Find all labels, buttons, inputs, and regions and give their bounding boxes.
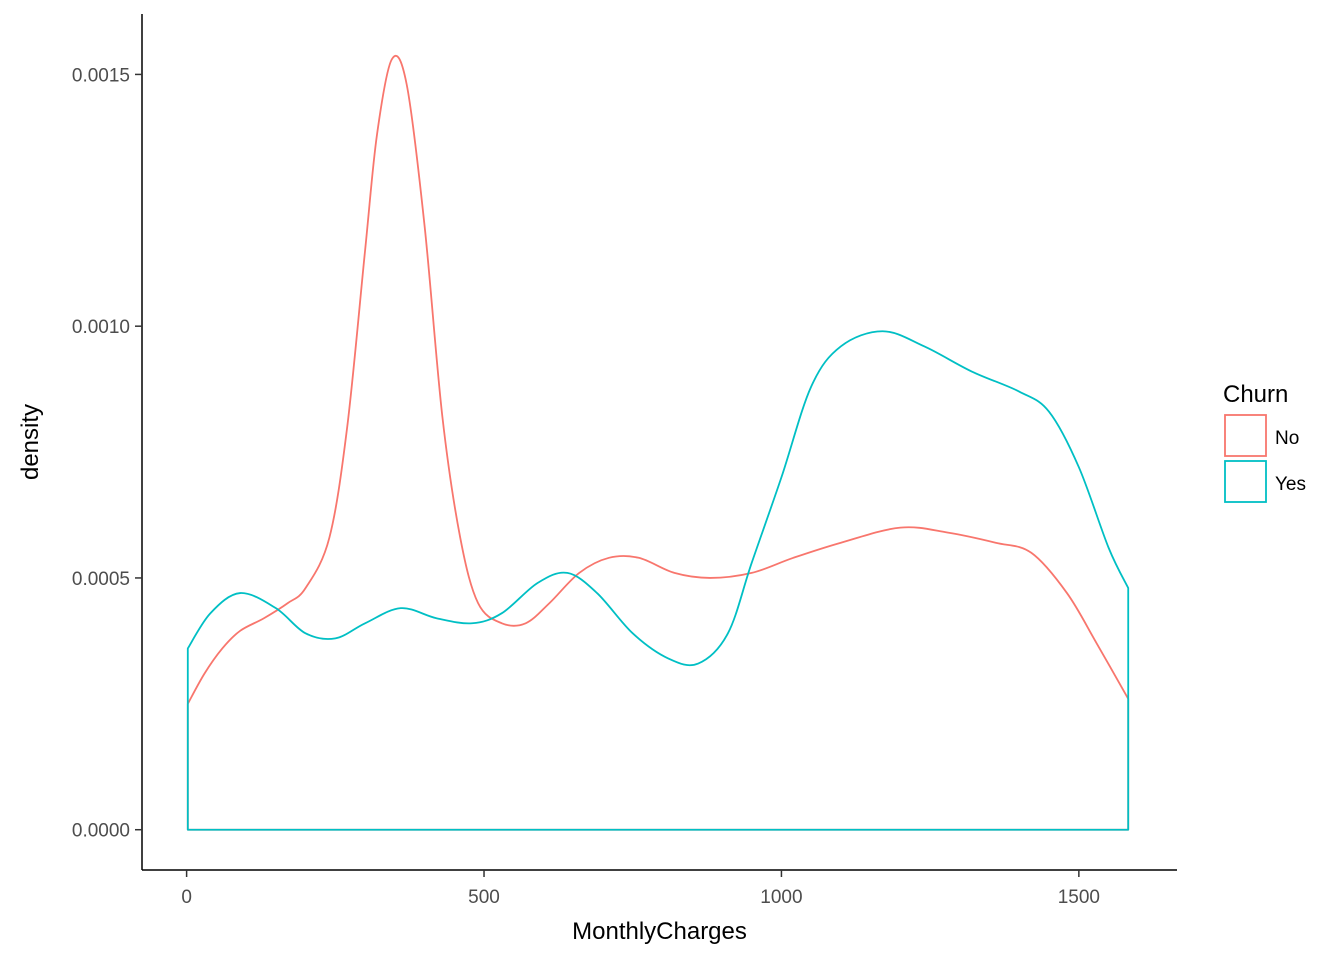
legend: Churn No Yes (1223, 381, 1306, 503)
y-tick-label: 0.0005 (72, 569, 130, 590)
legend-key-no (1224, 414, 1267, 457)
y-axis-ticks: 0.0000 0.0005 0.0010 0.0015 (72, 65, 142, 842)
y-tick-label: 0.0015 (72, 65, 130, 86)
series-line-no (186, 54, 1130, 831)
x-tick-label: 1000 (760, 887, 802, 908)
y-tick-label: 0.0000 (72, 821, 130, 842)
x-tick-label: 500 (468, 887, 500, 908)
series-line-yes (186, 330, 1130, 831)
legend-label-yes: Yes (1275, 474, 1306, 495)
y-tick-label: 0.0010 (72, 317, 130, 338)
x-axis-ticks: 0 500 1000 1500 (181, 870, 1100, 908)
x-tick-label: 1500 (1058, 887, 1100, 908)
legend-title: Churn (1223, 381, 1288, 408)
x-axis-title: MonthlyCharges (572, 918, 747, 945)
legend-items: No Yes (1224, 414, 1306, 503)
legend-key-yes (1224, 460, 1267, 503)
x-tick-label: 0 (181, 887, 192, 908)
series-layer (186, 54, 1130, 831)
plot-area: 0 500 1000 1500 0.0000 0.0005 0.0010 0.0015 (72, 14, 1177, 908)
y-axis-title: density (17, 404, 44, 480)
legend-label-no: No (1275, 428, 1299, 449)
